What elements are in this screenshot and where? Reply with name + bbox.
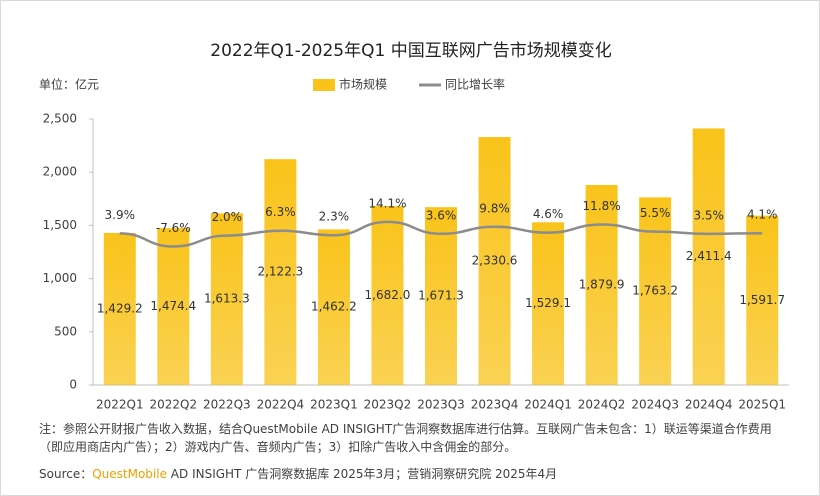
x-tick-label: 2024Q1: [524, 398, 572, 412]
data-label: 1,671.3: [418, 289, 464, 303]
x-tick-label: 2024Q4: [685, 398, 733, 412]
bar: [532, 222, 565, 385]
chart-title: 2022年Q1-2025年Q1 中国互联网广告市场规模变化: [210, 41, 611, 61]
data-label: 1,429.2: [97, 301, 143, 315]
data-label: 1,462.2: [311, 300, 357, 314]
data-label: 14.1%: [368, 196, 406, 210]
unit-label: 单位：亿元: [39, 77, 99, 92]
data-label: -7.6%: [156, 221, 191, 235]
bar: [210, 213, 243, 385]
source-text: AD INSIGHT 广告洞察数据库 2025年3月；营销洞察研究院 2025年…: [166, 467, 558, 481]
data-label: 1,682.0: [365, 288, 411, 302]
line: [119, 220, 763, 248]
data-label: 2,411.4: [686, 249, 732, 263]
legend-label: 同比增长率: [445, 77, 505, 92]
data-label: 1,591.7: [739, 293, 785, 307]
y-tick-label: 2,000: [43, 165, 77, 179]
data-label: 2,330.6: [472, 254, 518, 268]
x-tick-label: 2023Q4: [471, 398, 519, 412]
y-tick-label: 500: [54, 324, 77, 338]
bar: [264, 159, 297, 385]
bar: [371, 206, 404, 385]
data-label: 2,122.3: [257, 265, 303, 279]
footnote: 注：参照公开财报广告收入数据，结合QuestMobile AD INSIGHT广…: [39, 422, 772, 454]
data-label: 3.5%: [693, 208, 724, 222]
y-tick-label: 1,000: [43, 271, 77, 285]
bar: [478, 137, 511, 385]
chart: 2022年Q1-2025年Q1 中国互联网广告市场规模变化 单位：亿元 0 500…: [39, 41, 789, 412]
x-tick-label: 2024Q2: [578, 398, 626, 412]
legend-swatch: [313, 79, 335, 91]
source-label: Source：: [39, 467, 93, 481]
y-tick-label: 2,500: [43, 112, 77, 126]
data-label: 6.3%: [265, 205, 296, 219]
bar: [103, 232, 136, 385]
x-tick-label: 2023Q2: [364, 398, 412, 412]
legend-label: 市场规模: [339, 77, 387, 92]
data-label: 2.3%: [319, 210, 350, 224]
x-tick-label: 2022Q3: [203, 398, 251, 412]
data-label: 1,763.2: [632, 284, 678, 298]
x-tick-label: 2022Q2: [149, 398, 197, 412]
data-label: 1,879.9: [579, 277, 625, 291]
x-tick-label: 2022Q4: [257, 398, 305, 412]
source: Source：QuestMobile AD INSIGHT 广告洞察数据库 20…: [39, 465, 557, 482]
data-label: 2.0%: [212, 210, 243, 224]
x-tick-label: 2022Q1: [96, 398, 144, 412]
x-tick-label: 2025Q1: [738, 398, 786, 412]
bar: [157, 228, 190, 385]
data-label: 11.8%: [583, 199, 621, 213]
data-label: 1,613.3: [204, 292, 250, 306]
data-label: 9.8%: [479, 201, 510, 215]
bar: [425, 207, 457, 385]
data-label: 3.6%: [426, 208, 457, 222]
bar: [639, 197, 672, 385]
x-tick-label: 2024Q3: [631, 398, 679, 412]
data-label: 3.9%: [105, 208, 136, 222]
bar: [746, 215, 779, 385]
bar: [317, 229, 350, 385]
data-label: 1,474.4: [150, 299, 196, 313]
bar: [692, 128, 725, 385]
data-label: 1,529.1: [525, 296, 571, 310]
y-tick-label: 0: [69, 378, 77, 392]
x-tick-label: 2023Q1: [310, 398, 358, 412]
data-label: 5.5%: [640, 206, 671, 220]
data-label: 4.6%: [533, 207, 564, 221]
source-brand: QuestMobile: [92, 467, 167, 481]
x-tick-label: 2023Q3: [417, 398, 465, 412]
data-label: 4.1%: [747, 208, 778, 222]
bar: [585, 184, 618, 385]
y-tick-label: 1,500: [43, 218, 77, 232]
